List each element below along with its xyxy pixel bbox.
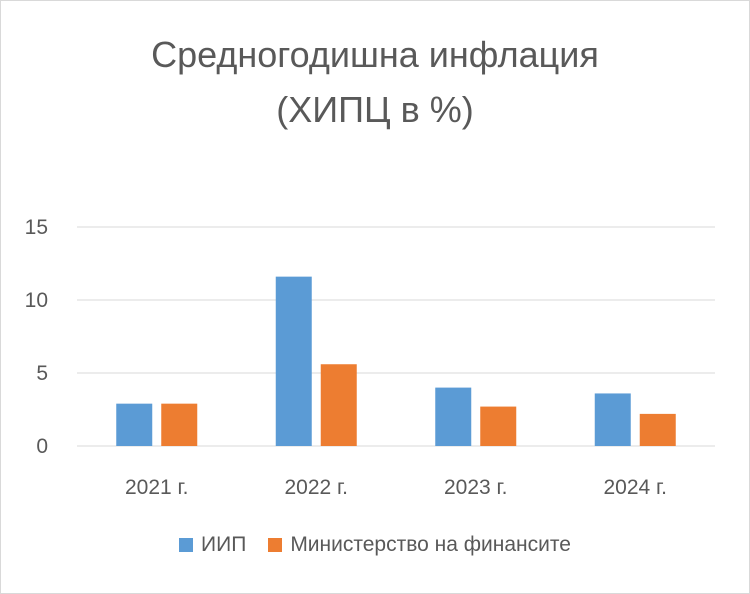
x-tick-label: 2022 г. — [285, 476, 348, 499]
y-tick-label: 10 — [25, 289, 48, 312]
bar-ministry-of-finance — [480, 406, 517, 446]
x-tick-label: 2024 г. — [604, 476, 667, 499]
legend-item-iip: ИИП — [179, 533, 246, 557]
chart-title-line-2: (ХИПЦ в %) — [276, 89, 474, 130]
y-tick-label: 15 — [25, 216, 48, 239]
legend-label-ministry-of-finance: Министерство на финансите — [290, 533, 571, 556]
bar-ministry-of-finance — [320, 364, 357, 446]
x-tick-label: 2023 г. — [444, 476, 507, 499]
x-tick-label: 2021 г. — [125, 476, 188, 499]
bar-iip — [275, 276, 312, 446]
bar-ministry-of-finance — [639, 413, 676, 446]
legend-label-iip: ИИП — [201, 533, 247, 556]
y-tick-label: 0 — [36, 435, 48, 458]
y-tick-label: 5 — [36, 362, 48, 385]
legend-swatch-iip — [179, 538, 194, 552]
chart-title-line-1: Средногодишна инфлация — [151, 34, 599, 75]
chart-legend: ИИП Министерство на финансите — [0, 533, 750, 557]
bar-iip — [116, 403, 153, 446]
legend-swatch-ministry-of-finance — [268, 538, 283, 552]
bar-ministry-of-finance — [161, 403, 198, 446]
bar-iip — [594, 393, 631, 446]
legend-item-ministry-of-finance: Министерство на финансите — [268, 533, 571, 557]
bar-iip — [435, 387, 472, 446]
